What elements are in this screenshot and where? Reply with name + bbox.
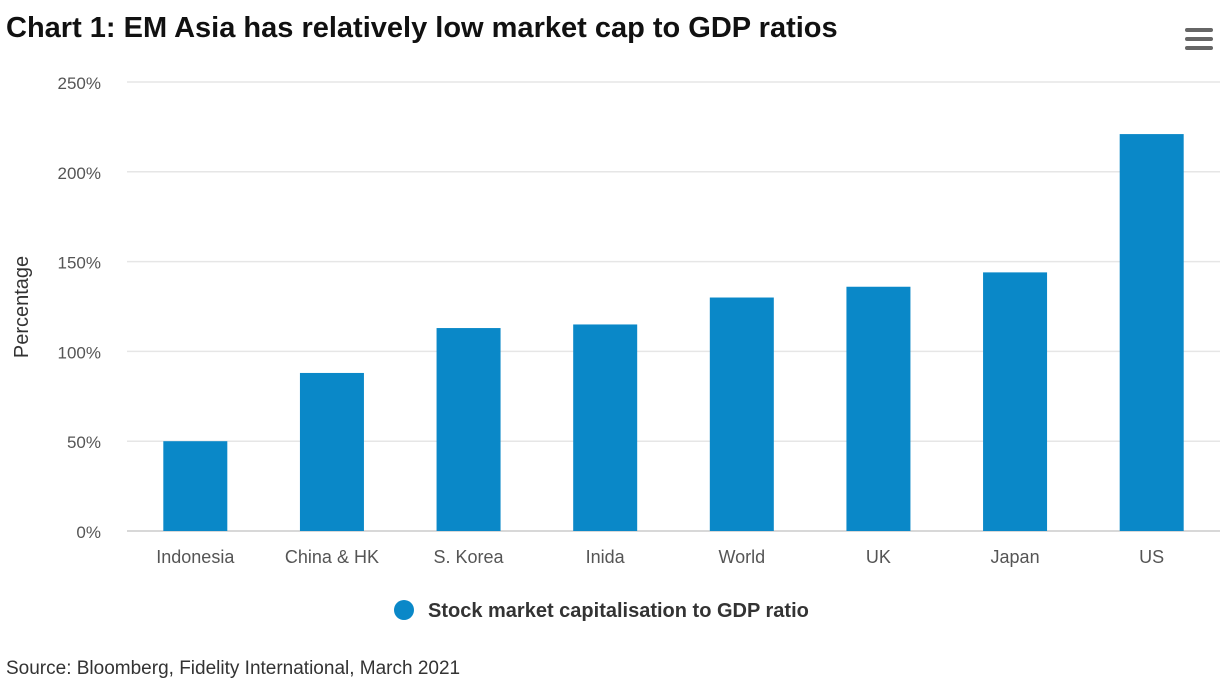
y-axis-label: Percentage [11,256,33,358]
grid-lines [127,81,1220,532]
y-tick-label: 50% [67,433,101,452]
chart-menu-button[interactable] [1182,24,1216,54]
x-tick-label: Indonesia [156,547,235,567]
bar[interactable] [983,272,1048,531]
bars [163,134,1184,532]
x-tick-label: S. Korea [434,547,505,567]
bar-chart: 0% 50% 100% 150% 200% 250% Percentage Indones… [11,74,1220,622]
bar[interactable] [299,372,364,531]
y-axis: 0% 50% 100% 150% 200% 250% [58,74,101,542]
y-tick-label: 200% [58,164,101,183]
bar[interactable] [573,324,638,531]
legend[interactable]: Stock market capitalisation to GDP ratio [394,600,809,622]
y-tick-label: 100% [58,343,101,362]
bar[interactable] [163,441,228,531]
chart-title: Chart 1: EM Asia has relatively low mark… [6,12,838,44]
x-tick-label: Inida [586,547,626,567]
source-note: Source: Bloomberg, Fidelity Internationa… [6,658,461,679]
legend-label: Stock market capitalisation to GDP ratio [428,600,809,622]
bar[interactable] [436,328,501,531]
x-tick-label: UK [866,547,891,567]
x-axis: Indonesia China & HK S. Korea Inida World UK J… [156,547,1164,567]
bar[interactable] [709,297,774,531]
y-tick-label: 0% [76,523,101,542]
x-tick-label: US [1139,547,1164,567]
legend-marker [394,600,414,620]
y-tick-label: 250% [58,74,101,93]
x-tick-label: Japan [991,547,1040,567]
x-tick-label: World [718,547,765,567]
y-tick-label: 150% [58,254,101,273]
bar[interactable] [1119,134,1184,532]
x-tick-label: China & HK [285,547,379,567]
bar[interactable] [846,286,911,531]
